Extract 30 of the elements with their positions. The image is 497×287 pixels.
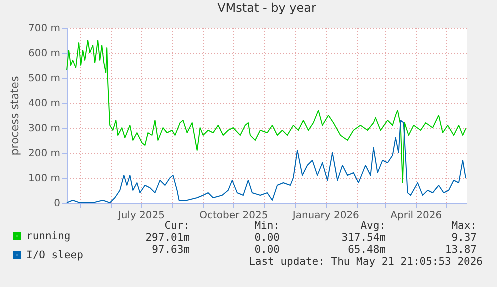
text: 0.00	[254, 232, 280, 244]
x-tick-label: April 2026	[390, 210, 442, 222]
y-tick-label: 100 m	[28, 174, 60, 184]
text: Min:	[254, 220, 280, 232]
y-tick-label: 0	[54, 198, 60, 210]
text: Avg:	[360, 220, 386, 232]
x-tick-label: October 2025	[200, 210, 268, 222]
x-tick-label: January 2026	[292, 210, 360, 222]
text: 13.87	[445, 244, 477, 256]
chart-title: VMstat - by year	[218, 1, 316, 15]
y-tick-label: 400 m	[28, 98, 60, 110]
y-tick-label: 600 m	[28, 48, 60, 60]
x-tick-label: July 2025	[117, 210, 165, 222]
y-tick-label: 700 m	[28, 24, 60, 34]
y-axis-title: process states	[8, 76, 22, 156]
text: Last update: Thu May 21 21:05:53 2026	[249, 256, 483, 268]
text: 9.37	[452, 232, 477, 244]
text: 317.54m	[342, 232, 386, 244]
text: 65.48m	[348, 244, 386, 256]
text: Max:	[452, 220, 477, 232]
legend-label: running	[26, 230, 71, 242]
text: 0.00	[254, 244, 280, 256]
legend-label: I/O sleep	[26, 249, 84, 262]
text: Cur:	[164, 220, 190, 232]
line-series	[66, 40, 466, 184]
text: 297.01m	[146, 232, 190, 244]
y-tick-label: 200 m	[28, 148, 60, 160]
y-tick-label: 500 m	[28, 74, 60, 84]
text: 97.63m	[152, 244, 190, 256]
y-tick-label: 300 m	[28, 124, 60, 134]
